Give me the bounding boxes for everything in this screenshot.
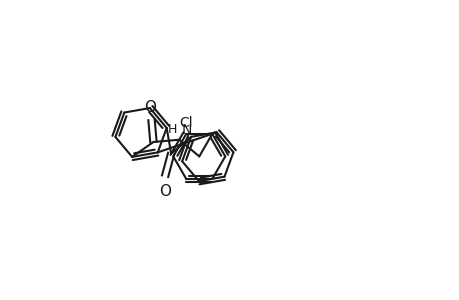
Text: H: H: [168, 123, 177, 136]
Text: Cl: Cl: [179, 116, 193, 130]
Text: N: N: [181, 123, 191, 137]
Text: O: O: [159, 184, 171, 199]
Text: O: O: [144, 100, 156, 115]
